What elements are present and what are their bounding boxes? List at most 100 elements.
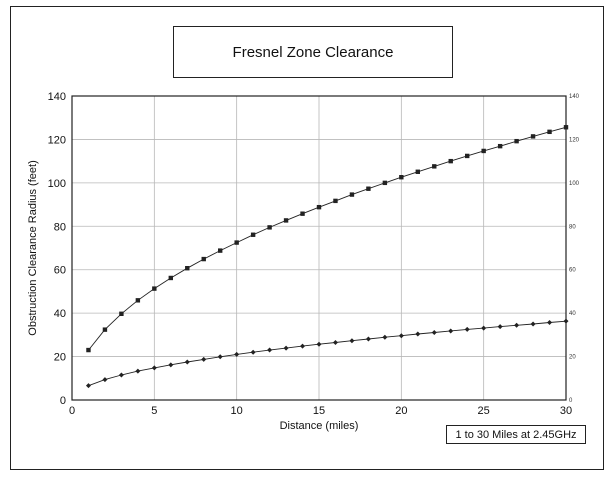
chart-title: Fresnel Zone Clearance <box>232 43 394 61</box>
data-point <box>547 129 552 135</box>
data-point <box>185 265 190 271</box>
y-tick-label: 20 <box>54 352 66 364</box>
data-point <box>218 248 223 253</box>
x-axis-ticks: 0 5 10 15 20 25 30 <box>69 405 572 417</box>
data-point <box>102 327 108 332</box>
data-point <box>102 377 108 383</box>
data-point <box>432 164 437 169</box>
y-tick-label: 60 <box>54 265 66 277</box>
data-point <box>300 211 305 216</box>
y2-tick-label: 100 <box>569 181 580 187</box>
y2-tick-label: 60 <box>569 268 576 274</box>
data-point <box>118 372 124 378</box>
y-tick-label: 100 <box>48 178 66 190</box>
x-tick-label: 10 <box>231 405 243 417</box>
series-line <box>88 126 567 351</box>
data-point <box>349 338 355 344</box>
x-axis-label: Distance (miles) <box>280 420 359 432</box>
data-point <box>365 336 371 342</box>
y2-tick-label: 40 <box>569 311 576 317</box>
x-tick-label: 20 <box>395 405 407 417</box>
y-axis-label: Obstruction Clearance Radius (feet) <box>27 160 39 335</box>
series-2 <box>85 318 569 389</box>
data-point <box>234 351 240 357</box>
data-point <box>283 218 289 223</box>
x-tick-label: 0 <box>69 405 75 417</box>
data-point <box>332 339 338 345</box>
data-point <box>316 204 322 210</box>
y2-tick-label: 140 <box>569 94 580 100</box>
x-tick-label: 25 <box>478 405 490 417</box>
data-point <box>267 225 272 230</box>
data-point <box>366 186 371 191</box>
y2-tick-label: 80 <box>569 224 576 230</box>
plot-area-border <box>71 95 567 401</box>
data-point <box>382 180 388 186</box>
data-point <box>530 134 536 139</box>
data-point <box>250 232 256 237</box>
data-point <box>316 341 322 347</box>
data-point <box>201 256 206 262</box>
data-point <box>201 356 207 362</box>
data-point <box>119 311 124 316</box>
data-point <box>464 326 470 332</box>
x-tick-label: 30 <box>560 405 572 417</box>
data-point <box>431 329 437 335</box>
y-tick-label: 140 <box>48 91 66 103</box>
chart-frame <box>10 6 604 470</box>
data-point <box>85 383 91 389</box>
chart-title-box: Fresnel Zone Clearance <box>173 26 453 78</box>
data-point <box>563 125 569 130</box>
data-point <box>415 169 420 174</box>
data-point <box>234 240 239 245</box>
data-point <box>382 334 388 340</box>
data-point <box>151 365 157 371</box>
y-tick-label: 40 <box>54 308 66 320</box>
data-point <box>530 321 536 327</box>
data-point <box>514 322 520 328</box>
data-point <box>448 158 453 164</box>
series-1 <box>86 125 569 353</box>
data-point <box>465 153 470 159</box>
data-point <box>300 343 306 349</box>
data-point <box>497 143 503 149</box>
y-tick-label: 80 <box>54 221 66 233</box>
annotation-box: 1 to 30 Miles at 2.45GHz <box>446 425 586 444</box>
grid-lines <box>71 95 567 401</box>
series-group <box>85 125 569 389</box>
data-point <box>563 318 569 324</box>
data-point <box>481 325 487 331</box>
data-point <box>168 362 174 368</box>
y-axis-ticks: 0 20 40 60 80 100 120 140 <box>48 91 66 407</box>
y2-tick-label: 0 <box>569 398 573 404</box>
data-point <box>152 286 157 291</box>
y2-axis-ticks: 0 20 40 60 80 100 120 140 <box>569 94 580 404</box>
y-tick-label: 120 <box>48 134 66 146</box>
data-point <box>217 354 223 360</box>
x-tick-label: 15 <box>313 405 325 417</box>
data-point <box>86 347 91 353</box>
data-point <box>398 333 404 339</box>
y2-tick-label: 120 <box>569 137 580 143</box>
data-point <box>415 331 421 337</box>
data-point <box>135 298 141 303</box>
annotation-text: 1 to 30 Miles at 2.45GHz <box>455 428 577 441</box>
data-point <box>514 138 519 144</box>
data-point <box>283 345 289 351</box>
data-point <box>349 192 355 197</box>
data-point <box>547 319 553 325</box>
series-line <box>88 320 567 387</box>
data-point <box>481 148 486 154</box>
data-point <box>333 198 338 204</box>
data-point <box>448 328 454 334</box>
data-point <box>497 324 503 330</box>
y-tick-label: 0 <box>60 395 66 407</box>
data-point <box>250 349 256 355</box>
x-tick-label: 5 <box>151 405 157 417</box>
data-point <box>135 368 141 374</box>
data-point <box>184 359 190 365</box>
data-point <box>168 275 173 281</box>
data-point <box>399 175 404 180</box>
data-point <box>267 347 273 353</box>
